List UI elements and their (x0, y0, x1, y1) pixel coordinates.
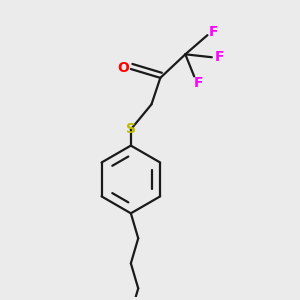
Text: F: F (194, 76, 204, 90)
Text: S: S (126, 122, 136, 136)
Text: F: F (209, 25, 219, 39)
Text: O: O (118, 61, 129, 75)
Text: F: F (215, 50, 224, 64)
